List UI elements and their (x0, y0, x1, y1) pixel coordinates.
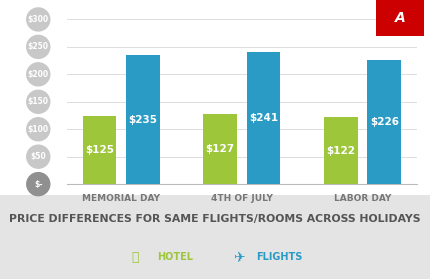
Text: $127: $127 (206, 144, 235, 154)
Text: $125: $125 (85, 145, 114, 155)
Text: $100: $100 (28, 125, 49, 134)
Text: $150: $150 (28, 97, 49, 106)
Text: FLIGHTS: FLIGHTS (256, 252, 302, 262)
Text: $200: $200 (28, 70, 49, 79)
Text: $235: $235 (129, 115, 157, 125)
Bar (247, 52, 280, 184)
Bar (324, 117, 358, 184)
Text: $122: $122 (326, 146, 355, 156)
FancyBboxPatch shape (0, 195, 430, 279)
Text: $241: $241 (249, 113, 278, 123)
FancyBboxPatch shape (376, 0, 424, 36)
Text: $300: $300 (28, 15, 49, 24)
Text: PRICE DIFFERENCES FOR SAME FLIGHTS/ROOMS ACROSS HOLIDAYS: PRICE DIFFERENCES FOR SAME FLIGHTS/ROOMS… (9, 214, 421, 224)
Text: $226: $226 (370, 117, 399, 127)
Bar (83, 116, 117, 184)
Bar (126, 55, 160, 184)
Text: $-: $- (34, 180, 43, 189)
Bar (203, 114, 237, 184)
Text: A: A (395, 11, 405, 25)
Text: ✈: ✈ (233, 250, 245, 264)
Text: HOTEL: HOTEL (157, 252, 193, 262)
Bar (367, 60, 401, 184)
Text: 🧳: 🧳 (132, 251, 139, 264)
Text: $50: $50 (31, 152, 46, 161)
Text: $250: $250 (28, 42, 49, 51)
